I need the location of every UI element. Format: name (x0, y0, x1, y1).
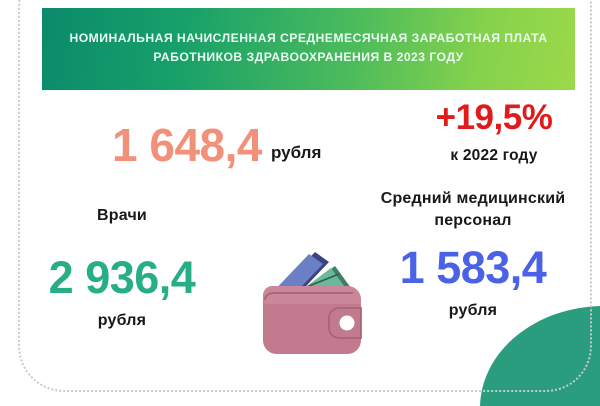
nursing-staff-label: Средний медицинский персонал (380, 190, 566, 229)
header-banner: НОМИНАЛЬНАЯ НАЧИСЛЕННАЯ СРЕДНЕМЕСЯЧНАЯ З… (42, 8, 575, 90)
overall-salary-unit: рубля (270, 143, 322, 162)
overall-salary-group: 1 648,4 рубля (112, 122, 321, 168)
growth-percent-value: +19,5% (435, 98, 553, 137)
nursing-staff-unit: рубля (448, 302, 498, 320)
overall-salary-value: 1 648,4 (112, 119, 262, 171)
doctors-unit: рубля (97, 312, 147, 329)
growth-percent-caption: к 2022 году (450, 147, 538, 164)
nursing-staff-value: 1 583,4 (399, 242, 547, 294)
page-title: НОМИНАЛЬНАЯ НАЧИСЛЕННАЯ СРЕДНЕМЕСЯЧНАЯ З… (69, 31, 548, 64)
wallet-body (263, 286, 362, 354)
doctors-group: Врачи 2 936,4 рубля (8, 207, 236, 330)
nursing-staff-group: Средний медицинский персонал 1 583,4 руб… (366, 188, 580, 320)
growth-percent-group: +19,5% к 2022 году (414, 100, 574, 165)
wallet-icon (263, 252, 362, 354)
doctors-label: Врачи (97, 207, 147, 224)
doctors-value: 2 936,4 (48, 252, 196, 303)
